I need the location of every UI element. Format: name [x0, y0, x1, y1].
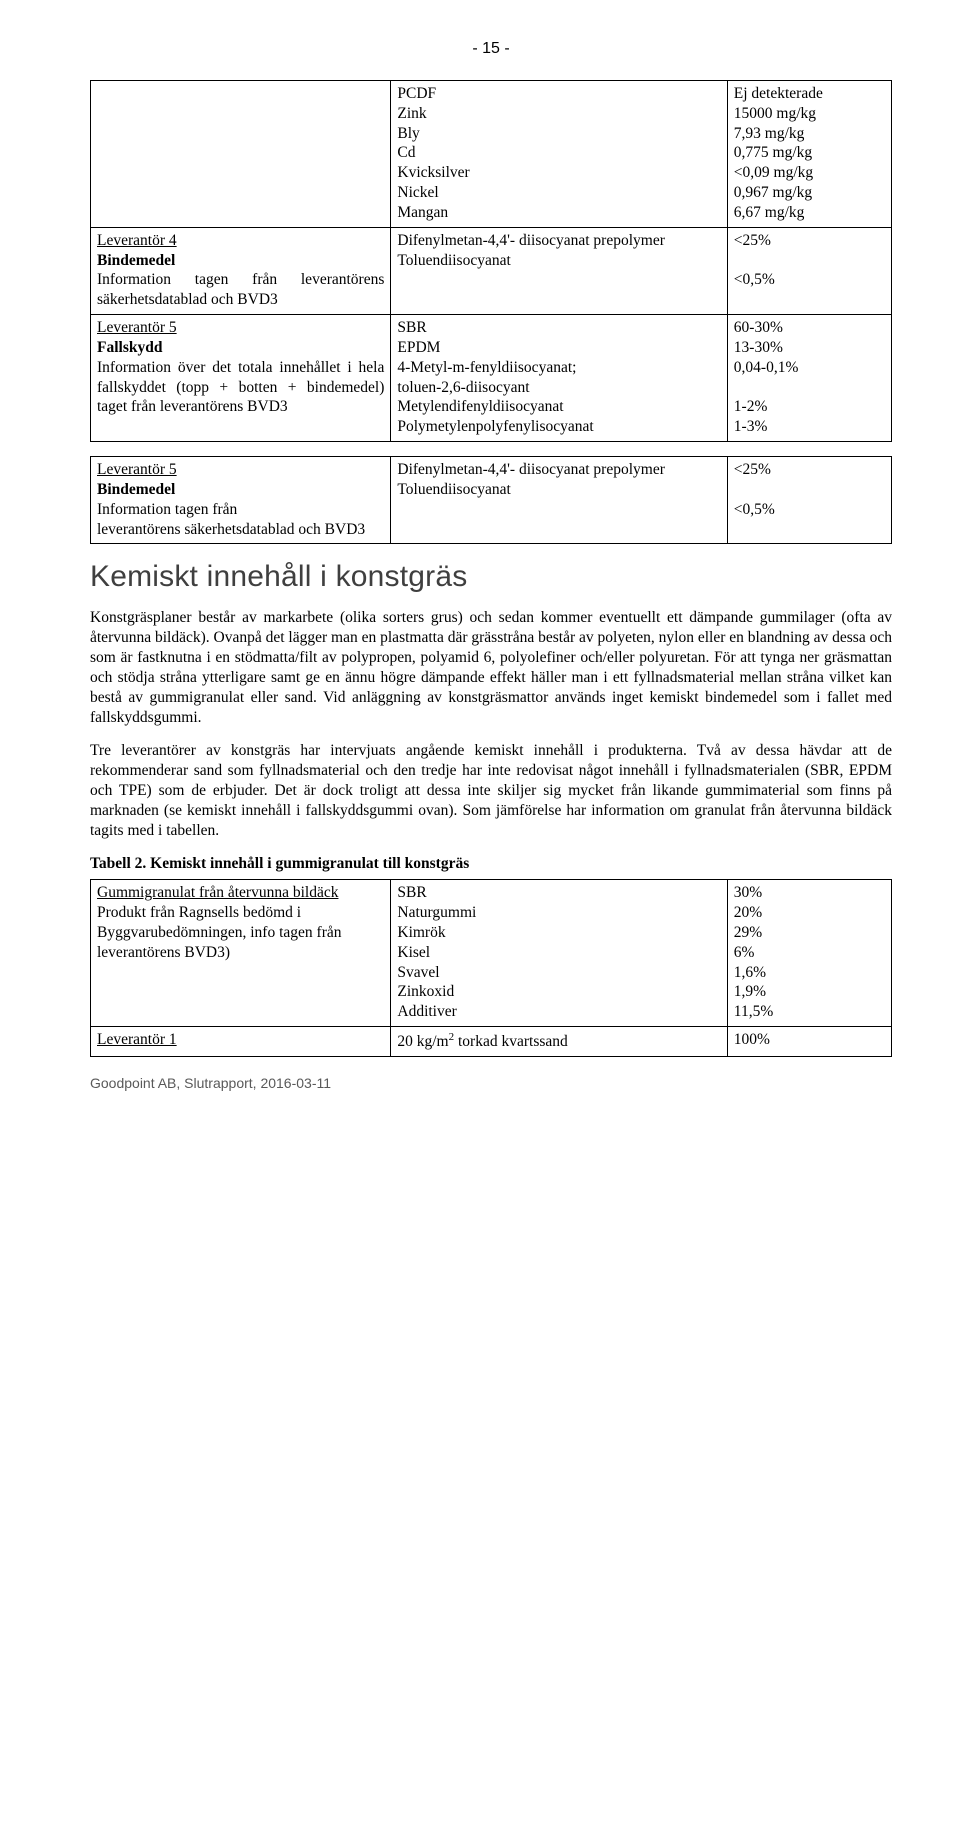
table-cell: <25% <0,5% [727, 457, 891, 544]
table-cell: Difenylmetan-4,4'- diisocyanat prepolyme… [391, 457, 727, 544]
table-cell: Leverantör 1 [91, 1027, 391, 1057]
paragraph-2: Tre leverantörer av konstgräs har interv… [90, 741, 892, 841]
table-cell: 100% [727, 1027, 891, 1057]
table-cell: PCDFZinkBlyCdKvicksilverNickelMangan [391, 81, 727, 228]
table-row: Leverantör 5FallskyddInformation över de… [91, 315, 892, 442]
table-cell: 30%20%29%6%1,6%1,9%11,5% [727, 880, 891, 1027]
table-cell [91, 81, 391, 228]
table-cell: Leverantör 5FallskyddInformation över de… [91, 315, 391, 442]
table-cell: 60-30%13-30%0,04-0,1% 1-2%1-3% [727, 315, 891, 442]
table-1: PCDFZinkBlyCdKvicksilverNickelManganEj d… [90, 80, 892, 442]
table-2: Gummigranulat från återvunna bildäckProd… [90, 879, 892, 1057]
page-number: - 15 - [90, 40, 892, 58]
table-row: Leverantör 120 kg/m2 torkad kvartssand10… [91, 1027, 892, 1057]
table-cell: <25% <0,5% [727, 227, 891, 314]
footer-text: Goodpoint AB, Slutrapport, 2016-03-11 [90, 1075, 892, 1091]
table-cell: Gummigranulat från återvunna bildäckProd… [91, 880, 391, 1027]
table-row: Gummigranulat från återvunna bildäckProd… [91, 880, 892, 1027]
table-cell: 20 kg/m2 torkad kvartssand [391, 1027, 727, 1057]
table-cell: Leverantör 4BindemedelInformation tagen … [91, 227, 391, 314]
table-1b: Leverantör 5BindemedelInformation tagen … [90, 456, 892, 544]
table-cell: SBRNaturgummiKimrökKiselSvavelZinkoxidAd… [391, 880, 727, 1027]
table-cell: Ej detekterade15000 mg/kg7,93 mg/kg0,775… [727, 81, 891, 228]
table-cell: Leverantör 5BindemedelInformation tagen … [91, 457, 391, 544]
table-row: PCDFZinkBlyCdKvicksilverNickelManganEj d… [91, 81, 892, 228]
table-2-caption: Tabell 2. Kemiskt innehåll i gummigranul… [90, 855, 892, 873]
table-cell: Difenylmetan-4,4'- diisocyanat prepolyme… [391, 227, 727, 314]
heading-kemiskt: Kemiskt innehåll i konstgräs [90, 560, 892, 594]
table-row: Leverantör 5BindemedelInformation tagen … [91, 457, 892, 544]
paragraph-1: Konstgräsplaner består av markarbete (ol… [90, 608, 892, 728]
table-cell: SBREPDM4-Metyl-m-fenyldiisocyanat;toluen… [391, 315, 727, 442]
table-row: Leverantör 4BindemedelInformation tagen … [91, 227, 892, 314]
